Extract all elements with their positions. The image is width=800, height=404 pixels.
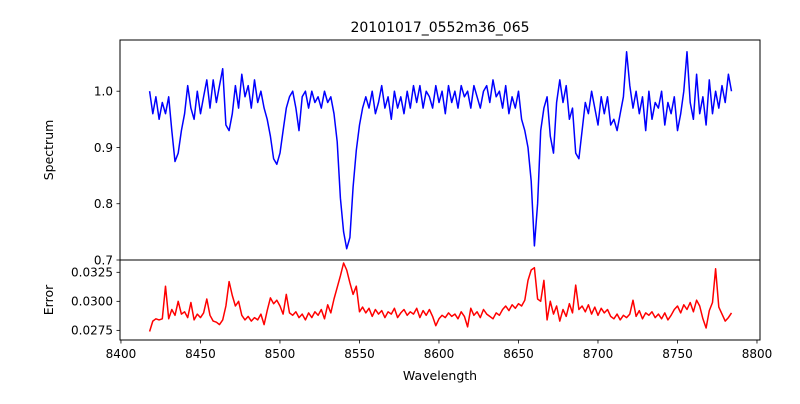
error-x-tick-label: 8750	[662, 347, 693, 361]
error-axes-frame	[119, 259, 761, 341]
error-series-line	[148, 262, 733, 332]
error-x-tick-label: 8800	[742, 347, 773, 361]
spectrum-y-tick-label: 0.7	[94, 253, 113, 267]
error-y-tick-label: 0.0325	[71, 266, 113, 280]
error-x-tick-label: 8700	[583, 347, 614, 361]
spectrum-series-line	[148, 51, 733, 250]
error-axes: 0.0275 0.0300 0.0325 8400 8450 8500 8550 8600 86…	[71, 259, 773, 361]
chart-title: 20101017_0552m36_065	[350, 20, 529, 36]
error-x-tick-label: 8450	[185, 347, 216, 361]
spectrum-y-tick-label: 0.8	[94, 197, 113, 211]
error-x-tick-label: 8650	[503, 347, 534, 361]
spectrum-y-tick-label: 1.0	[94, 85, 113, 99]
error-x-tick-label: 8550	[344, 347, 375, 361]
error-y-tick-label: 0.0300	[71, 295, 113, 309]
x-axis-label: Wavelength	[403, 368, 477, 383]
y-axis-label-spectrum: Spectrum	[41, 120, 56, 181]
spectrum-y-tick-label: 0.9	[94, 141, 113, 155]
y-axis-label-error: Error	[41, 284, 56, 315]
error-x-tick-label: 8400	[106, 347, 137, 361]
error-y-tick-label: 0.0275	[71, 324, 113, 338]
error-x-tick-label: 8600	[424, 347, 455, 361]
error-x-tick-label: 8500	[265, 347, 296, 361]
